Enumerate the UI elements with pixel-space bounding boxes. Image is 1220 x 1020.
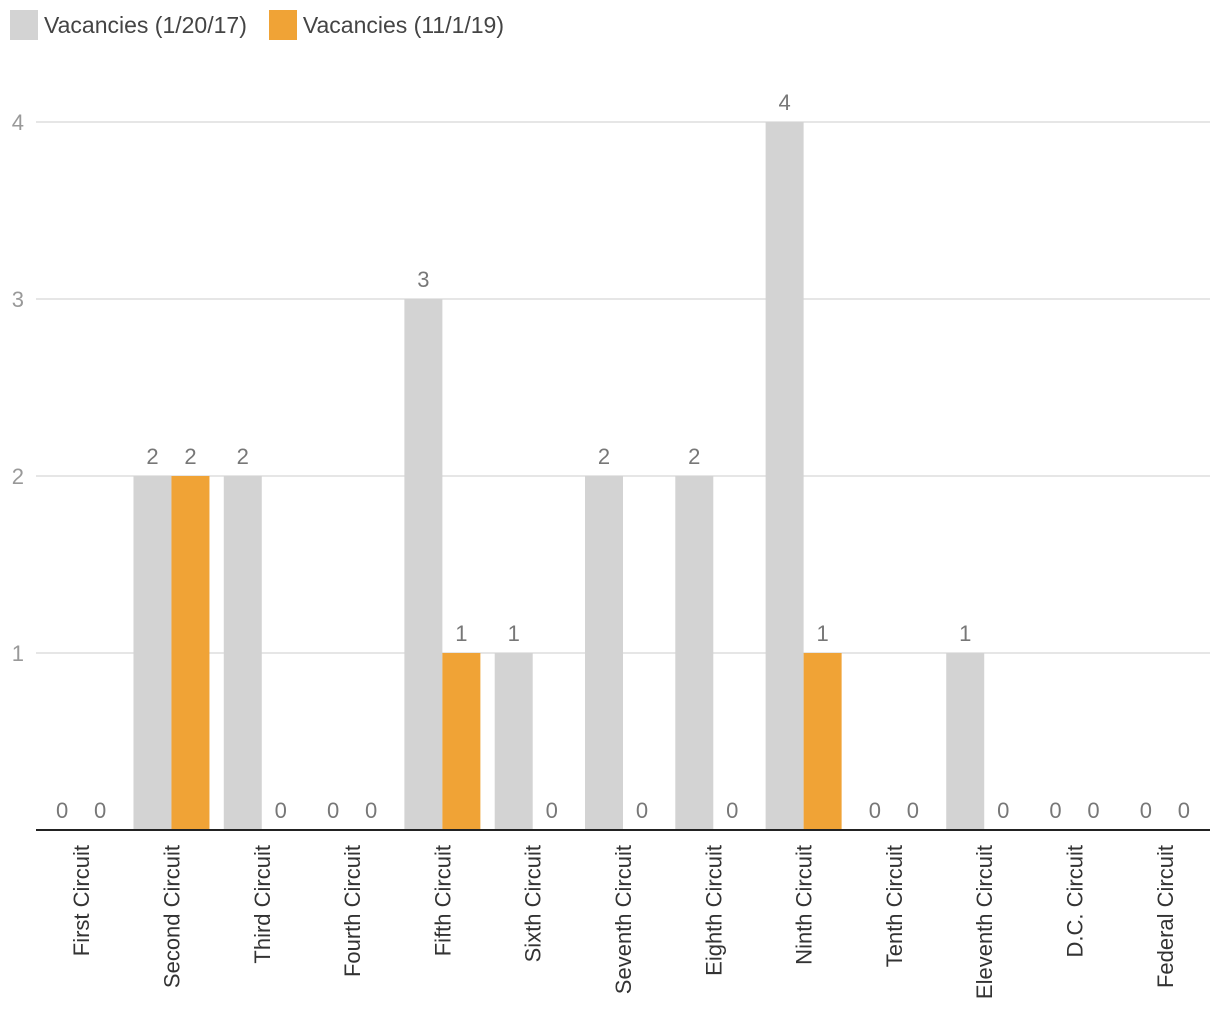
data-label: 0 [997,798,1009,823]
bar [803,653,842,830]
legend-label-series1: Vacancies (1/20/17) [44,11,247,38]
x-category-label: Tenth Circuit [882,845,907,967]
data-label: 1 [508,621,520,646]
legend-item-series1[interactable]: Vacancies (1/20/17) [10,10,247,40]
data-label: 0 [365,798,377,823]
data-label: 0 [907,798,919,823]
data-label: 0 [327,798,339,823]
bar [404,299,443,830]
data-label: 2 [688,444,700,469]
x-category-label: Seventh Circuit [611,845,636,994]
y-tick-label: 3 [12,287,24,312]
legend-swatch-series2 [268,10,297,40]
data-label: 2 [598,444,610,469]
bar [585,476,623,830]
data-label: 0 [1178,798,1190,823]
x-category-label: Fourth Circuit [340,845,365,977]
legend-item-series2[interactable]: Vacancies (11/1/19) [268,10,505,40]
data-label: 0 [869,798,881,823]
data-label: 1 [959,621,971,646]
x-category-label: Third Circuit [250,845,275,964]
x-category-label: Eleventh Circuit [972,845,997,999]
data-label: 0 [1087,798,1099,823]
data-label: 0 [1049,798,1061,823]
x-category-label: First Circuit [69,845,94,956]
data-label: 0 [636,798,648,823]
data-label: 1 [455,621,467,646]
data-label: 4 [778,90,790,115]
y-tick-label: 2 [12,464,24,489]
bar [946,653,985,830]
x-category-label: Fifth Circuit [430,845,455,956]
data-label: 0 [56,798,68,823]
data-label: 0 [546,798,558,823]
legend-swatch-series1 [10,10,38,40]
data-label: 0 [275,798,287,823]
x-category-label: Federal Circuit [1153,845,1178,988]
data-label: 2 [146,444,158,469]
x-category-label: Eighth Circuit [701,845,726,976]
x-category-label: Ninth Circuit [792,845,817,965]
data-label: 0 [1140,798,1152,823]
y-tick-label: 1 [12,641,24,666]
data-label: 0 [726,798,738,823]
data-label: 2 [237,444,249,469]
x-category-label: Sixth Circuit [521,845,546,962]
x-category-label: Second Circuit [159,845,184,988]
bar [675,476,714,830]
data-label: 1 [816,621,828,646]
legend-label-series2: Vacancies (11/1/19) [302,11,505,38]
bar [494,653,533,830]
data-label: 3 [417,267,429,292]
legend: Vacancies (1/20/17) Vacancies (11/1/19) [10,10,504,40]
data-label: 0 [94,798,106,823]
bar [442,653,481,830]
y-tick-label: 4 [12,110,24,135]
x-category-label: D.C. Circuit [1063,845,1088,957]
bar [223,476,262,830]
bar [765,122,804,830]
bar [133,476,172,830]
data-label: 2 [184,444,196,469]
bar [171,476,210,830]
